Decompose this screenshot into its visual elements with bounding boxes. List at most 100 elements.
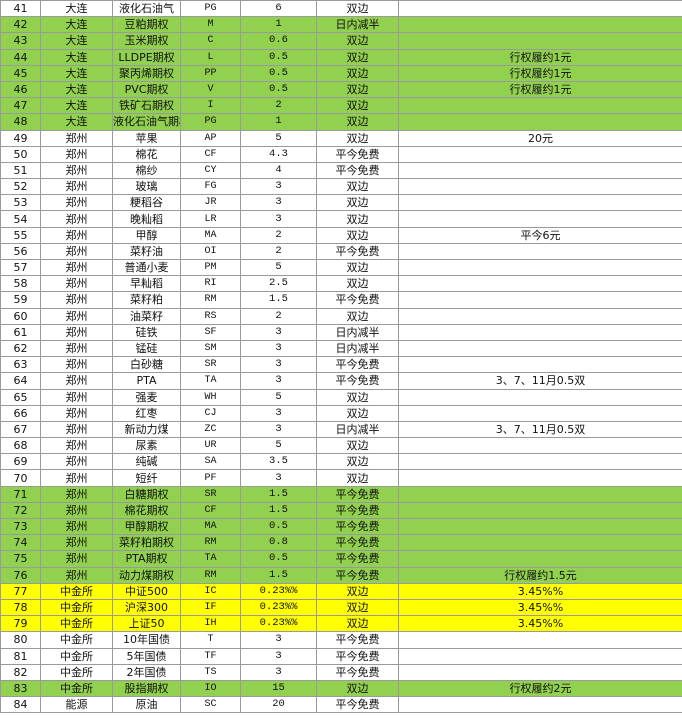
table-cell: 0.23%% [240, 598, 317, 617]
table-cell: 上证50 [112, 615, 181, 633]
table-cell: 58 [0, 275, 41, 293]
table-row: 75 郑州 PTA期权 TA 0.5 平今免费 [0, 550, 682, 568]
table-cell: 45 [0, 64, 41, 82]
table-cell: 大连 [40, 80, 113, 99]
table-cell: 41 [0, 0, 41, 18]
table-cell: 郑州 [40, 323, 113, 341]
table-row: 52 郑州 玻璃 FG 3 双边 [0, 178, 682, 196]
table-cell: 3 [240, 420, 317, 439]
table-cell: 硅铁 [112, 323, 181, 341]
table-cell: SM [180, 339, 241, 358]
table-cell [398, 145, 682, 163]
table-cell: 49 [0, 129, 41, 147]
table-cell: 3 [240, 194, 317, 212]
table-row: 83 中金所 股指期权 IO 15 双边 行权履约2元 [0, 679, 682, 698]
table-cell: 82 [0, 663, 41, 681]
table-cell [398, 339, 682, 358]
table-cell: 平今免费 [316, 485, 399, 503]
table-cell: IO [180, 679, 241, 698]
table-cell: 苹果 [112, 129, 181, 147]
table-cell: 大连 [40, 64, 113, 82]
table-cell: 47 [0, 97, 41, 115]
table-cell: RI [180, 275, 241, 293]
table-cell: 中金所 [40, 631, 113, 649]
table-cell [398, 550, 682, 568]
table-cell: 3.45%% [398, 615, 682, 633]
table-cell: 纯碱 [112, 453, 181, 471]
table-cell: 郑州 [40, 145, 113, 163]
table-cell: 4.3 [240, 145, 317, 163]
table-cell: 郑州 [40, 194, 113, 212]
table-cell: 郑州 [40, 291, 113, 309]
table-cell: 郑州 [40, 372, 113, 390]
table-cell: 双边 [316, 307, 399, 325]
table-cell: IH [180, 615, 241, 633]
table-row: 57 郑州 普通小麦 PM 5 双边 [0, 258, 682, 277]
table-cell: 63 [0, 356, 41, 374]
table-cell [398, 323, 682, 341]
table-cell: 白糖期权 [112, 485, 181, 503]
table-cell: IC [180, 582, 241, 600]
table-cell: 双边 [316, 275, 399, 293]
table-cell: L [180, 48, 241, 66]
table-cell: 3.45%% [398, 582, 682, 600]
table-cell: 动力煤期权 [112, 566, 181, 584]
table-cell: 中金所 [40, 663, 113, 681]
table-cell: 郑州 [40, 485, 113, 503]
table-row: 47 大连 铁矿石期权 I 2 双边 [0, 97, 682, 115]
table-cell: 平今免费 [316, 534, 399, 552]
table-cell: 双边 [316, 80, 399, 99]
table-cell [398, 161, 682, 180]
table-cell: 双边 [316, 97, 399, 115]
table-row: 46 大连 PVC期权 V 0.5 双边 行权履约1元 [0, 80, 682, 99]
table-cell: 油菜籽 [112, 307, 181, 325]
table-cell: T [180, 631, 241, 649]
table-row: 73 郑州 甲醇期权 MA 0.5 平今免费 [0, 517, 682, 536]
table-cell: 60 [0, 307, 41, 325]
table-cell: 聚丙烯期权 [112, 64, 181, 82]
table-row: 49 郑州 苹果 AP 5 双边 20元 [0, 129, 682, 147]
table-row: 67 郑州 新动力煤 ZC 3 日内减半 3、7、11月0.5双 [0, 420, 682, 439]
table-cell: 日内减半 [316, 420, 399, 439]
table-cell: 中金所 [40, 582, 113, 600]
table-row: 43 大连 玉米期权 C 0.6 双边 [0, 32, 682, 50]
table-cell: 菜籽油 [112, 242, 181, 261]
table-row: 61 郑州 硅铁 SF 3 日内减半 [0, 323, 682, 341]
table-cell: 70 [0, 469, 41, 487]
table-cell: 62 [0, 339, 41, 358]
table-cell [398, 307, 682, 325]
table-cell: 50 [0, 145, 41, 163]
table-cell: 郑州 [40, 129, 113, 147]
table-cell: 液化石油气期权 [112, 113, 181, 131]
table-cell: 双边 [316, 388, 399, 406]
table-cell: 玉米期权 [112, 32, 181, 50]
table-cell: 68 [0, 437, 41, 455]
table-cell: 平今6元 [398, 226, 682, 244]
table-cell: 平今免费 [316, 517, 399, 536]
table-cell [398, 501, 682, 520]
table-cell: V [180, 80, 241, 99]
table-cell: 61 [0, 323, 41, 341]
table-cell: 平今免费 [316, 550, 399, 568]
table-cell: 5 [240, 437, 317, 455]
table-row: 68 郑州 尿素 UR 5 双边 [0, 437, 682, 455]
table-cell [398, 32, 682, 50]
table-cell: 3 [240, 469, 317, 487]
table-cell: 甲醇期权 [112, 517, 181, 536]
table-cell: 1.5 [240, 566, 317, 584]
table-cell: 0.5 [240, 80, 317, 99]
table-cell: 3.5 [240, 453, 317, 471]
table-cell: 2年国债 [112, 663, 181, 681]
table-cell: 0.5 [240, 48, 317, 66]
table-cell: 郑州 [40, 566, 113, 584]
table-row: 42 大连 豆粕期权 M 1 日内减半 [0, 16, 682, 34]
table-cell: 强麦 [112, 388, 181, 406]
table-cell: UR [180, 437, 241, 455]
table-row: 63 郑州 白砂糖 SR 3 平今免费 [0, 356, 682, 374]
table-cell [398, 469, 682, 487]
table-cell: 早籼稻 [112, 275, 181, 293]
table-cell: 5 [240, 258, 317, 277]
table-row: 79 中金所 上证50 IH 0.23%% 双边 3.45%% [0, 615, 682, 633]
table-cell: 3 [240, 210, 317, 228]
